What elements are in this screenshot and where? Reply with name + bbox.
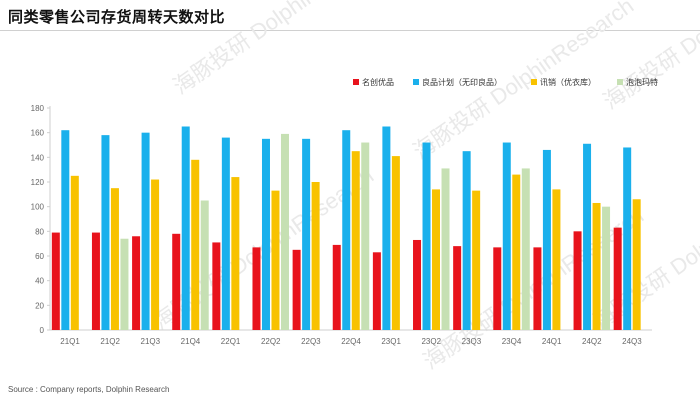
x-tick-label: 23Q4 — [502, 337, 522, 346]
bar — [413, 239, 422, 330]
bar — [583, 143, 592, 330]
y-tick-label: 180 — [31, 104, 45, 113]
bar — [623, 147, 632, 330]
x-tick-label: 23Q3 — [462, 337, 482, 346]
x-tick-label: 24Q3 — [622, 337, 642, 346]
bar — [212, 242, 221, 330]
bar — [221, 137, 230, 330]
bar — [422, 142, 431, 330]
bar — [372, 252, 381, 330]
bar — [361, 142, 370, 330]
x-tick-label: 22Q4 — [341, 337, 361, 346]
x-tick-label: 21Q2 — [100, 337, 120, 346]
legend-swatch — [353, 79, 359, 85]
bar — [120, 238, 129, 330]
y-tick-label: 40 — [35, 277, 44, 286]
bar — [382, 126, 391, 330]
title-divider — [0, 30, 700, 31]
bar — [542, 149, 551, 330]
bar — [311, 182, 320, 330]
bar — [332, 244, 341, 330]
y-tick-label: 120 — [31, 178, 45, 187]
bar — [533, 247, 542, 330]
bar — [172, 233, 181, 330]
legend-label: 良品计划（无印良品） — [422, 77, 502, 87]
bar — [292, 249, 301, 330]
bar — [462, 151, 471, 330]
bar — [141, 132, 150, 330]
bar — [351, 151, 360, 330]
bar — [101, 135, 110, 330]
bar — [573, 231, 582, 330]
x-tick-label: 22Q2 — [261, 337, 281, 346]
bar — [472, 190, 481, 330]
bar — [61, 130, 70, 330]
bar — [512, 174, 521, 330]
x-tick-label: 23Q2 — [421, 337, 441, 346]
bar — [252, 247, 261, 330]
bar — [342, 130, 351, 330]
bar — [521, 168, 530, 330]
bar — [391, 156, 400, 330]
x-tick-label: 24Q1 — [542, 337, 562, 346]
y-tick-label: 0 — [40, 326, 45, 335]
y-tick-label: 80 — [35, 227, 44, 236]
source-note: Source : Company reports, Dolphin Resear… — [8, 385, 170, 394]
legend-swatch — [531, 79, 537, 85]
bar — [441, 168, 450, 330]
bar — [51, 232, 60, 330]
bar — [602, 206, 611, 330]
bar — [432, 189, 441, 330]
x-axis: 21Q1 21Q2 21Q3 21Q4 22Q1 22Q2 22Q3 22Q4 23Q1 23Q2… — [50, 329, 652, 346]
legend-label: 名创优品 — [362, 77, 394, 87]
bar — [493, 247, 502, 330]
bars-layer — [51, 126, 641, 330]
bar — [181, 126, 190, 330]
bar — [110, 188, 119, 330]
x-tick-label: 21Q4 — [181, 337, 201, 346]
bar — [231, 177, 240, 330]
bar — [91, 232, 100, 330]
x-tick-label: 23Q1 — [381, 337, 401, 346]
y-tick-label: 140 — [31, 153, 45, 162]
x-tick-label: 21Q3 — [141, 337, 161, 346]
x-tick-label: 22Q1 — [221, 337, 241, 346]
y-tick-label: 20 — [35, 301, 44, 310]
legend: 名创优品 良品计划（无印良品） 讯销（优衣库） 泡泡玛特 — [353, 77, 658, 87]
chart-title: 同类零售公司存货周转天数对比 — [8, 8, 226, 26]
legend-swatch — [617, 79, 623, 85]
x-tick-label: 22Q3 — [301, 337, 321, 346]
bar — [592, 202, 601, 330]
bar — [70, 175, 79, 330]
bar — [552, 189, 561, 330]
bar — [261, 138, 270, 330]
x-tick-label: 21Q1 — [60, 337, 80, 346]
bar — [632, 199, 641, 330]
legend-label: 讯销（优衣库） — [540, 77, 596, 87]
y-tick-label: 100 — [31, 203, 45, 212]
bar — [271, 190, 280, 330]
legend-label: 泡泡玛特 — [626, 77, 658, 87]
y-tick-label: 60 — [35, 252, 44, 261]
x-tick-label: 24Q2 — [582, 337, 602, 346]
bar — [200, 200, 209, 330]
bar — [191, 159, 200, 330]
bar — [613, 227, 622, 330]
bar — [502, 142, 511, 330]
bar — [280, 133, 289, 330]
bar — [132, 236, 141, 330]
bar — [151, 179, 160, 330]
bar — [302, 138, 311, 330]
legend-swatch — [413, 79, 419, 85]
y-tick-label: 160 — [31, 129, 45, 138]
bar — [453, 246, 462, 330]
y-axis: 0 20 40 60 80 100 120 140 160 180 — [31, 104, 51, 335]
